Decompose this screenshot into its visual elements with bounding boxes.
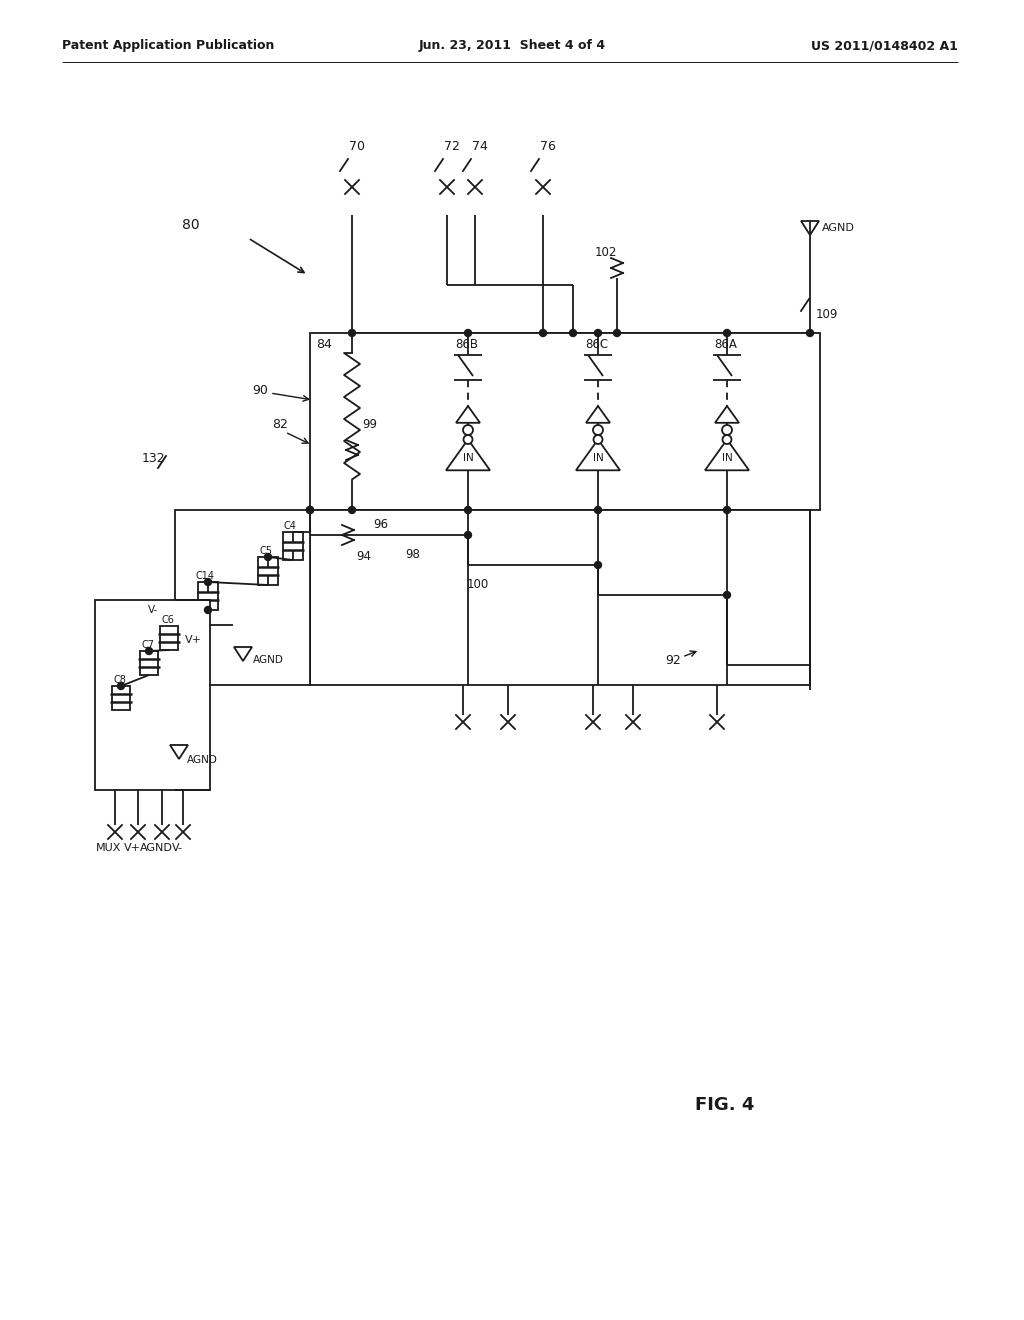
Text: 74: 74 <box>472 140 487 153</box>
Circle shape <box>723 436 731 444</box>
Text: V+: V+ <box>185 635 202 645</box>
Text: 99: 99 <box>362 418 377 432</box>
Text: AGND: AGND <box>187 755 218 766</box>
Text: 72: 72 <box>444 140 460 153</box>
Text: 86A: 86A <box>714 338 737 351</box>
Circle shape <box>264 553 271 561</box>
Circle shape <box>595 507 601 513</box>
Text: 96: 96 <box>373 517 388 531</box>
Text: AGND: AGND <box>139 843 172 853</box>
Text: C14: C14 <box>196 572 215 581</box>
Polygon shape <box>586 407 610 422</box>
Text: 90: 90 <box>252 384 268 396</box>
Circle shape <box>465 330 471 337</box>
Text: 86C: 86C <box>585 338 608 351</box>
Text: 84: 84 <box>316 338 332 351</box>
Bar <box>95 601 210 789</box>
Circle shape <box>724 507 730 513</box>
Circle shape <box>348 330 355 337</box>
Text: C6: C6 <box>161 615 174 624</box>
Text: 80: 80 <box>182 218 200 232</box>
Text: V+: V+ <box>124 843 140 853</box>
Circle shape <box>593 425 603 436</box>
Text: 70: 70 <box>349 140 365 153</box>
Polygon shape <box>446 440 490 470</box>
Text: 94: 94 <box>356 550 371 564</box>
Circle shape <box>807 330 813 337</box>
Text: 82: 82 <box>272 418 288 432</box>
Text: FIG. 4: FIG. 4 <box>695 1096 755 1114</box>
Text: 98: 98 <box>406 548 420 561</box>
Text: 86B: 86B <box>455 338 478 351</box>
Circle shape <box>463 425 473 436</box>
Circle shape <box>465 532 471 539</box>
Text: 76: 76 <box>540 140 556 153</box>
Text: C5: C5 <box>259 546 272 556</box>
Text: IN: IN <box>722 453 732 463</box>
Bar <box>140 651 158 675</box>
Text: C7: C7 <box>141 640 154 649</box>
Circle shape <box>205 578 212 586</box>
Circle shape <box>205 606 212 614</box>
Text: IN: IN <box>593 453 603 463</box>
Text: AGND: AGND <box>253 655 284 665</box>
Bar <box>175 510 310 685</box>
Text: 109: 109 <box>816 309 839 322</box>
Text: AGND: AGND <box>822 223 855 234</box>
Text: 132: 132 <box>142 451 166 465</box>
Text: IN: IN <box>463 453 473 463</box>
Circle shape <box>724 330 730 337</box>
Circle shape <box>145 648 153 655</box>
Circle shape <box>118 682 125 689</box>
Circle shape <box>595 330 601 337</box>
Bar <box>283 532 303 560</box>
Circle shape <box>465 507 471 513</box>
Circle shape <box>348 507 355 513</box>
Circle shape <box>613 330 621 337</box>
Text: 102: 102 <box>595 246 617 259</box>
Circle shape <box>569 330 577 337</box>
Circle shape <box>722 425 732 436</box>
Bar <box>112 686 130 710</box>
Bar <box>160 626 178 649</box>
Text: C4: C4 <box>284 521 297 531</box>
Bar <box>310 333 820 510</box>
Text: 100: 100 <box>467 578 489 590</box>
Polygon shape <box>705 440 749 470</box>
Polygon shape <box>456 407 480 422</box>
Polygon shape <box>575 440 620 470</box>
Text: V-: V- <box>148 605 159 615</box>
Circle shape <box>464 436 472 444</box>
Circle shape <box>724 591 730 598</box>
Text: Jun. 23, 2011  Sheet 4 of 4: Jun. 23, 2011 Sheet 4 of 4 <box>419 40 605 53</box>
Bar <box>258 557 278 585</box>
Text: V-: V- <box>171 843 182 853</box>
Bar <box>310 510 810 685</box>
Circle shape <box>594 436 602 444</box>
Circle shape <box>595 561 601 569</box>
Polygon shape <box>715 407 739 422</box>
Circle shape <box>540 330 547 337</box>
Text: US 2011/0148402 A1: US 2011/0148402 A1 <box>811 40 958 53</box>
Text: C8: C8 <box>113 675 126 685</box>
Bar <box>198 582 218 610</box>
Text: 92: 92 <box>665 653 681 667</box>
Text: MUX: MUX <box>96 843 122 853</box>
Circle shape <box>306 507 313 513</box>
Circle shape <box>306 507 313 513</box>
Text: Patent Application Publication: Patent Application Publication <box>62 40 274 53</box>
